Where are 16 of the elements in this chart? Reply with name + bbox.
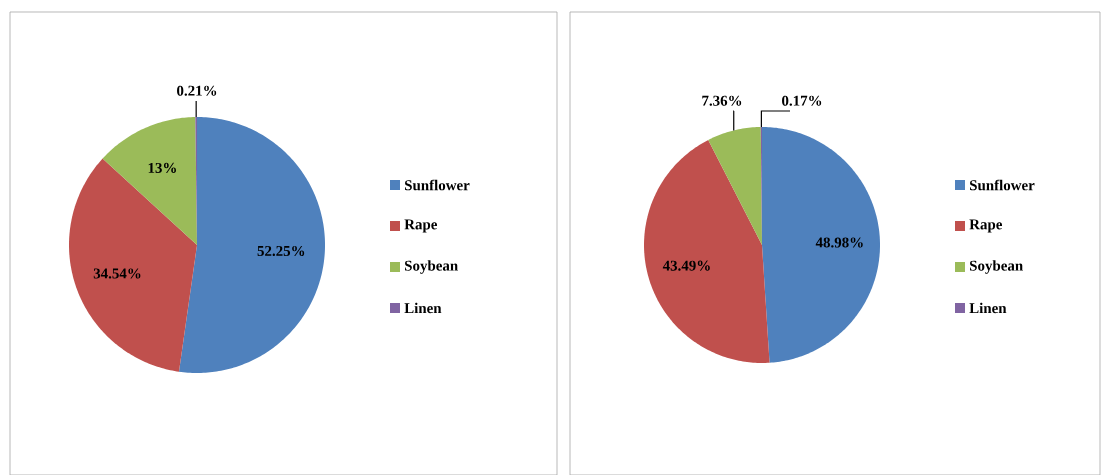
legend-label: Soybean	[405, 260, 458, 274]
data-label: 34.54%	[93, 268, 141, 279]
data-label: 48.98%	[815, 237, 863, 248]
legend-label: Sunflower	[405, 179, 470, 191]
data-label: 52.25%	[257, 245, 305, 256]
legend-label: Linen	[404, 302, 442, 314]
legend-label: Rape	[404, 219, 438, 233]
data-label: 13%	[148, 162, 176, 173]
data-label: 43.49%	[662, 260, 710, 271]
legend-label: Rape	[969, 219, 1003, 233]
legend-label: Soybean	[970, 260, 1023, 274]
data-label: 0.21%	[177, 85, 217, 96]
data-label: 0.17%	[782, 95, 822, 106]
legend-label: Sunflower	[970, 179, 1035, 191]
legend-label: Linen	[969, 302, 1007, 314]
data-label: 7.36%	[702, 95, 742, 106]
